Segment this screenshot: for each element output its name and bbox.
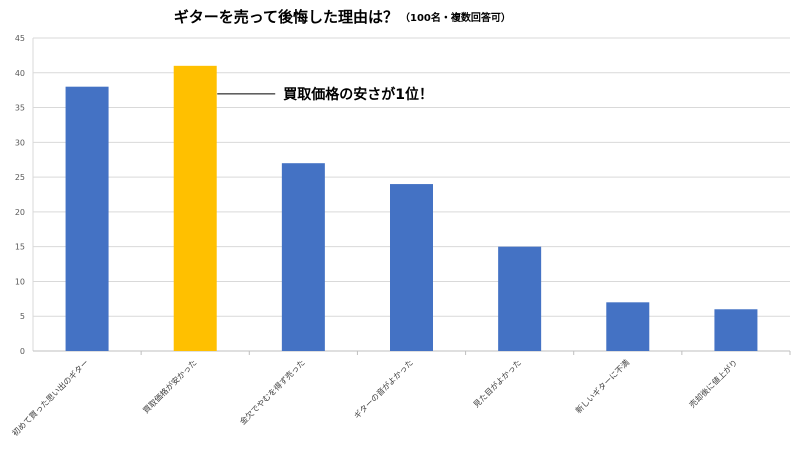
bar: [714, 309, 758, 351]
y-tick-label: 15: [15, 243, 25, 252]
x-tick-label: 売却後に値上がり: [687, 357, 739, 409]
chart-title: ギターを売って後悔した理由は？: [174, 8, 398, 26]
x-tick-label: ギターの音がよかった: [352, 357, 415, 420]
y-tick-label: 5: [20, 312, 25, 321]
y-tick-label: 30: [15, 138, 25, 147]
chart-subtitle: （100名・複数回答可）: [400, 11, 511, 24]
bar: [281, 163, 325, 351]
y-tick-label: 25: [15, 173, 25, 182]
bar: [173, 65, 217, 352]
y-tick-label: 45: [15, 34, 25, 43]
x-tick-label: 見た目がよかった: [471, 357, 523, 409]
bar: [390, 184, 433, 351]
bar: [606, 302, 650, 351]
x-tick-label: 新しいギターに不満: [573, 357, 631, 415]
y-tick-label: 20: [15, 208, 25, 217]
bar: [65, 86, 109, 351]
y-tick-label: 35: [15, 104, 25, 113]
bar: [498, 246, 542, 351]
y-tick-label: 40: [15, 69, 25, 78]
annotation-text: 買取価格の安さが1位！: [283, 86, 433, 103]
x-tick-label: 初めて買った思い出のギター: [10, 357, 91, 438]
y-tick-label: 10: [15, 277, 25, 286]
x-tick-label: 買取価格が安かった: [141, 357, 199, 415]
y-tick-label: 0: [20, 347, 25, 356]
x-tick-label: 金欠でやむを得ず売った: [237, 357, 306, 426]
